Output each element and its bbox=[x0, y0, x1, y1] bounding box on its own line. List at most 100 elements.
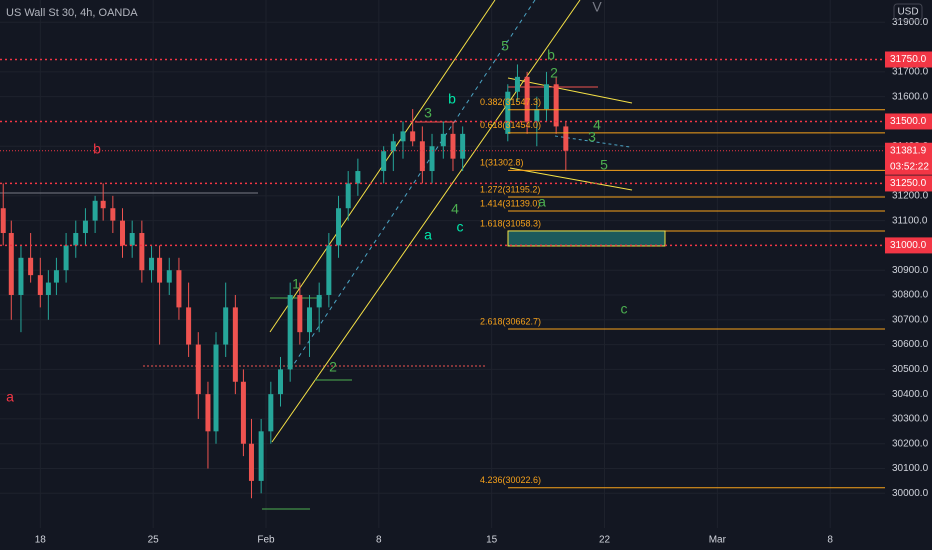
candle-body bbox=[277, 369, 283, 395]
wave-label: 3 bbox=[588, 129, 596, 145]
wave-label: b bbox=[547, 47, 555, 63]
candle-body bbox=[326, 245, 332, 295]
wave-label: 3 bbox=[424, 105, 432, 121]
candle-body bbox=[440, 133, 446, 147]
fib-label: 0.382(31547.3) bbox=[480, 97, 541, 107]
candle-body bbox=[213, 344, 219, 432]
candle-body bbox=[287, 294, 293, 370]
wave-label: c bbox=[621, 301, 628, 317]
candle-body bbox=[73, 233, 79, 246]
candle-body bbox=[316, 294, 322, 308]
candle-body bbox=[157, 257, 163, 283]
candle-body bbox=[18, 257, 24, 295]
y-tick-label: 30100.0 bbox=[892, 463, 929, 474]
candle-body bbox=[534, 109, 540, 122]
wave-label: 5 bbox=[501, 38, 509, 54]
price-axis bbox=[885, 0, 932, 550]
wave-label: a bbox=[538, 194, 546, 210]
x-tick-label: Feb bbox=[257, 535, 275, 546]
x-tick-label: 22 bbox=[599, 535, 611, 546]
wave-label: b bbox=[448, 91, 456, 107]
candle-body bbox=[553, 84, 559, 127]
wedge bbox=[509, 167, 633, 191]
candle-body bbox=[514, 76, 520, 92]
y-tick-label: 30000.0 bbox=[892, 488, 929, 499]
y-tick-label: 30900.0 bbox=[892, 265, 929, 276]
fib-label: 1(31302.8) bbox=[480, 158, 524, 168]
candle-body bbox=[355, 171, 361, 184]
wave-label: b bbox=[93, 141, 101, 157]
wave-label: 2 bbox=[329, 359, 337, 375]
candle-body bbox=[53, 270, 59, 283]
wave-label: 5 bbox=[600, 157, 608, 173]
candle-body bbox=[92, 200, 98, 221]
candle-body bbox=[63, 245, 69, 271]
channel-mid bbox=[289, 0, 536, 371]
candle-body bbox=[176, 270, 182, 308]
candle-body bbox=[186, 307, 192, 345]
plot: 0.382(31547.3) 0.618(31454.0) 1(31302.8) 1.… bbox=[0, 0, 885, 499]
x-tick-label: 18 bbox=[35, 535, 47, 546]
candle-body bbox=[120, 220, 126, 246]
candle-body bbox=[223, 307, 229, 345]
candle-body bbox=[195, 344, 201, 395]
y-tick-label: 31700.0 bbox=[892, 67, 929, 78]
candle-body bbox=[100, 200, 106, 209]
wave-label: 4 bbox=[451, 201, 459, 217]
candle-body bbox=[268, 394, 274, 432]
candle-body bbox=[8, 233, 14, 295]
last-price-label: 31381.9 bbox=[890, 145, 927, 156]
wave-label: 2 bbox=[550, 65, 558, 81]
candle-body bbox=[28, 257, 34, 276]
wave-label: c bbox=[457, 219, 464, 235]
currency-box[interactable] bbox=[893, 3, 923, 21]
candle-body bbox=[381, 151, 387, 172]
candle-body bbox=[543, 84, 549, 110]
fib-label: 1.272(31195.2) bbox=[480, 184, 540, 194]
fib-zone bbox=[507, 230, 666, 247]
candle-body bbox=[505, 91, 511, 134]
candle-body bbox=[400, 131, 406, 142]
y-tick-label: 30500.0 bbox=[892, 364, 929, 375]
wave-label: a bbox=[424, 227, 432, 243]
wave-label: 1 bbox=[292, 276, 300, 292]
candle-body bbox=[129, 233, 135, 246]
price-tag-label: 31250.0 bbox=[890, 178, 927, 189]
candle-body bbox=[45, 282, 51, 295]
candle-body bbox=[390, 141, 396, 152]
candle-body bbox=[307, 307, 313, 333]
y-tick-label: 30200.0 bbox=[892, 438, 929, 449]
price-tag bbox=[885, 51, 932, 68]
candle-body bbox=[248, 443, 254, 481]
price-tag bbox=[885, 175, 932, 192]
y-tick-label: 30400.0 bbox=[892, 389, 929, 400]
fib-label: 0.618(31454.0) bbox=[480, 120, 541, 130]
candle-body bbox=[297, 294, 303, 333]
wave-label: a bbox=[6, 389, 14, 405]
axes: 30000.0 30100.0 30200.0 30300.0 30400.0 30500… bbox=[35, 17, 932, 546]
x-tick-label: 15 bbox=[486, 535, 498, 546]
candle-body bbox=[450, 133, 456, 159]
price-tag bbox=[885, 113, 932, 130]
channel-line bbox=[271, 0, 581, 443]
candle-body bbox=[205, 394, 211, 432]
currency[interactable]: USD bbox=[897, 7, 918, 18]
y-tick-label: 31900.0 bbox=[892, 17, 929, 28]
y-tick-label: 31200.0 bbox=[892, 190, 929, 201]
candle-body bbox=[166, 270, 172, 283]
y-tick-label: 31600.0 bbox=[892, 91, 929, 102]
candle-body bbox=[410, 131, 416, 142]
candle-body bbox=[110, 208, 116, 221]
countdown: 03:52:22 bbox=[890, 161, 929, 172]
price-tag-label: 31000.0 bbox=[890, 240, 927, 251]
price-tag-label: 31750.0 bbox=[890, 54, 927, 65]
x-tick-label: 25 bbox=[148, 535, 160, 546]
candle-body bbox=[37, 275, 43, 295]
candle-body bbox=[429, 146, 435, 172]
candle-body bbox=[419, 141, 425, 172]
candle-body bbox=[345, 183, 351, 209]
fib-label: 2.618(30662.7) bbox=[480, 316, 541, 326]
